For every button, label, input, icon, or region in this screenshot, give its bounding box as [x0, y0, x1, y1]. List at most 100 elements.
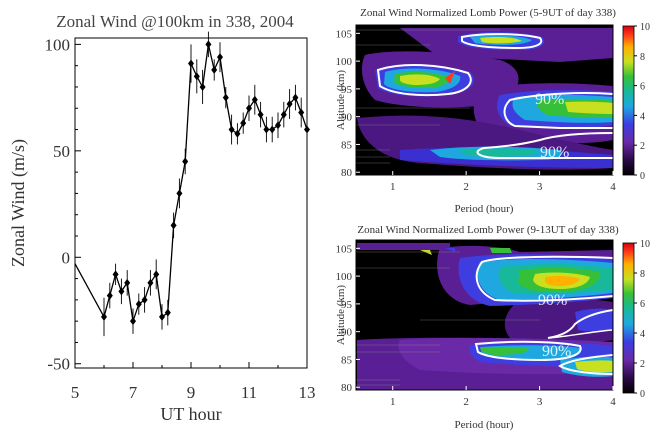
data-point	[286, 100, 293, 108]
y-tick-label: 85	[341, 354, 353, 366]
x-tick-label: 7	[129, 383, 138, 402]
y-tick-label: 0	[62, 248, 71, 267]
data-point	[280, 110, 287, 119]
heatmap-bottom-xlabel: Period (hour)	[455, 419, 514, 431]
line-chart-xlabel: UT hour	[160, 404, 221, 424]
heatmap-top-axes: 1 2 3 4 80 85 90 95 100 105	[336, 28, 617, 193]
x-tick-label: 2	[463, 181, 469, 193]
colorbar-tick-label: 2	[640, 359, 645, 370]
heatmap-top-title: Zonal Wind Normalized Lomb Power (5-9UT …	[360, 7, 616, 19]
y-tick-label: 80	[341, 167, 353, 179]
data-point	[211, 65, 218, 74]
line-chart: Zonal Wind @100km in 338, 2004 5 7 9 11 13 -5…	[8, 12, 316, 424]
data-point	[228, 125, 235, 134]
x-tick-label: 5	[71, 383, 80, 402]
colorbar-tick-label: 8	[640, 52, 645, 63]
y-tick-label: 85	[341, 139, 353, 151]
heatmap-top-xlabel: Period (hour)	[455, 203, 514, 215]
x-tick-label: 11	[241, 383, 257, 402]
heatmap-top-contour-label-2: 90%	[540, 144, 569, 161]
colorbar-tick-label: 4	[640, 329, 645, 340]
data-point	[246, 104, 252, 113]
heatmap-bottom-contour-label-1: 90%	[538, 292, 567, 309]
y-tick-label: 90	[341, 327, 353, 339]
data-point	[193, 72, 200, 81]
x-tick-label: 9	[187, 383, 196, 402]
data-point	[176, 189, 183, 198]
line-chart-error-bars	[103, 31, 308, 337]
data-point	[147, 278, 154, 287]
line-chart-points	[101, 40, 310, 326]
x-tick-label: 4	[610, 181, 616, 193]
data-point	[141, 295, 148, 304]
colorbar-tick-label: 8	[640, 269, 645, 280]
data-point	[130, 317, 136, 326]
colorbar-tick-label: 10	[640, 22, 650, 33]
x-tick-label: 1	[390, 396, 396, 408]
data-point	[298, 108, 305, 117]
heatmap-top-field	[356, 25, 613, 175]
colorbar-tick-label: 10	[640, 239, 650, 250]
heatmap-bottom-colorbar	[622, 242, 635, 394]
y-tick-label: 50	[53, 142, 70, 161]
data-point	[164, 308, 171, 317]
x-tick-label: 3	[537, 396, 543, 408]
data-point	[275, 121, 281, 130]
data-point	[188, 59, 194, 68]
colorbar-tick-label: 6	[640, 299, 645, 310]
data-point	[159, 312, 165, 321]
colorbar-tick-label: 2	[640, 141, 645, 152]
data-point	[269, 125, 276, 134]
data-point	[257, 110, 264, 119]
data-point	[217, 53, 223, 62]
x-tick-label: 3	[537, 181, 543, 193]
heatmap-bottom-colorbar-ticks: 0 2 4 6 8 10	[634, 239, 650, 400]
y-tick-label: 95	[341, 84, 353, 96]
colorbar-tick-label: 6	[640, 82, 645, 93]
data-point	[118, 287, 125, 296]
y-tick-label: 100	[45, 35, 71, 54]
y-tick-label: 80	[341, 382, 353, 394]
data-point	[251, 95, 258, 104]
heatmap-bottom: Zonal Wind Normalized Lomb Power (9-13UT…	[335, 224, 650, 431]
data-point	[101, 312, 107, 321]
data-point	[222, 93, 229, 102]
data-point	[205, 40, 212, 49]
data-point	[135, 300, 142, 309]
data-point	[263, 125, 270, 134]
x-tick-label: 2	[463, 396, 469, 408]
heatmap-top-colorbar	[622, 25, 635, 176]
line-chart-plot-frame	[74, 37, 308, 369]
heatmap-top-contour-label-1: 90%	[535, 91, 564, 108]
data-point	[199, 82, 206, 91]
y-tick-label: 100	[336, 271, 353, 283]
heatmap-bottom-frame	[355, 239, 614, 391]
colorbar-tick-label: 0	[640, 389, 645, 400]
heatmap-bottom-axes: 1 2 3 4 80 85 90 95 100 105	[336, 243, 617, 408]
heatmap-bottom-ylabel: Altitude (km)	[335, 285, 347, 346]
heatmap-top-ylabel: Altitude (km)	[335, 70, 347, 131]
data-point	[240, 119, 247, 128]
x-tick-label: 4	[610, 396, 616, 408]
colorbar-tick-label: 4	[640, 111, 645, 122]
y-tick-label: 105	[336, 243, 353, 255]
heatmap-bottom-title: Zonal Wind Normalized Lomb Power (9-13UT…	[357, 224, 619, 236]
y-tick-label: 90	[341, 112, 353, 124]
data-point	[304, 125, 310, 134]
y-tick-label: -50	[47, 355, 70, 374]
data-point	[106, 291, 113, 300]
data-point	[170, 221, 177, 230]
heatmap-top: Zonal Wind Normalized Lomb Power (5-9UT …	[335, 7, 650, 215]
heatmap-top-frame	[355, 24, 614, 176]
data-point	[182, 157, 189, 166]
y-tick-label: 95	[341, 299, 353, 311]
x-tick-label: 13	[299, 383, 316, 402]
colorbar-tick-label: 0	[640, 171, 645, 182]
heatmap-bottom-contour-label-2: 90%	[542, 343, 571, 360]
line-chart-axes: 5 7 9 11 13 -50 0 50 100	[45, 35, 316, 402]
data-point	[234, 129, 241, 138]
data-point	[292, 93, 299, 102]
line-chart-title: Zonal Wind @100km in 338, 2004	[56, 12, 294, 31]
data-point	[124, 278, 131, 287]
line-chart-ylabel: Zonal Wind (m/s)	[8, 139, 29, 267]
